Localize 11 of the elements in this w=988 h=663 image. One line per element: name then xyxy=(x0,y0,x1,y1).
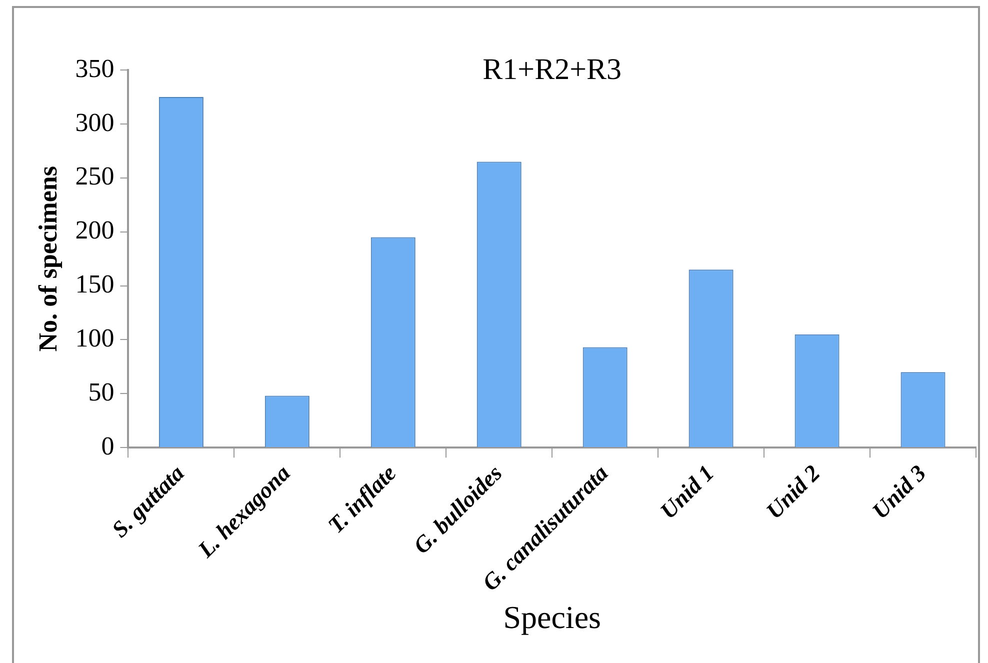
x-axis-title: Species xyxy=(503,599,601,636)
y-axis-title: No. of specimens xyxy=(33,166,62,352)
y-tick-label: 250 xyxy=(75,162,114,191)
y-tick-label: 100 xyxy=(75,324,114,353)
chart-title: R1+R2+R3 xyxy=(482,52,622,86)
y-tick-label: 0 xyxy=(101,431,114,460)
y-tick-label: 50 xyxy=(88,377,114,406)
y-tick-label: 300 xyxy=(75,108,114,137)
y-tick-label: 350 xyxy=(75,54,114,83)
y-tick-label: 200 xyxy=(75,216,114,245)
y-tick-label: 150 xyxy=(75,270,114,299)
